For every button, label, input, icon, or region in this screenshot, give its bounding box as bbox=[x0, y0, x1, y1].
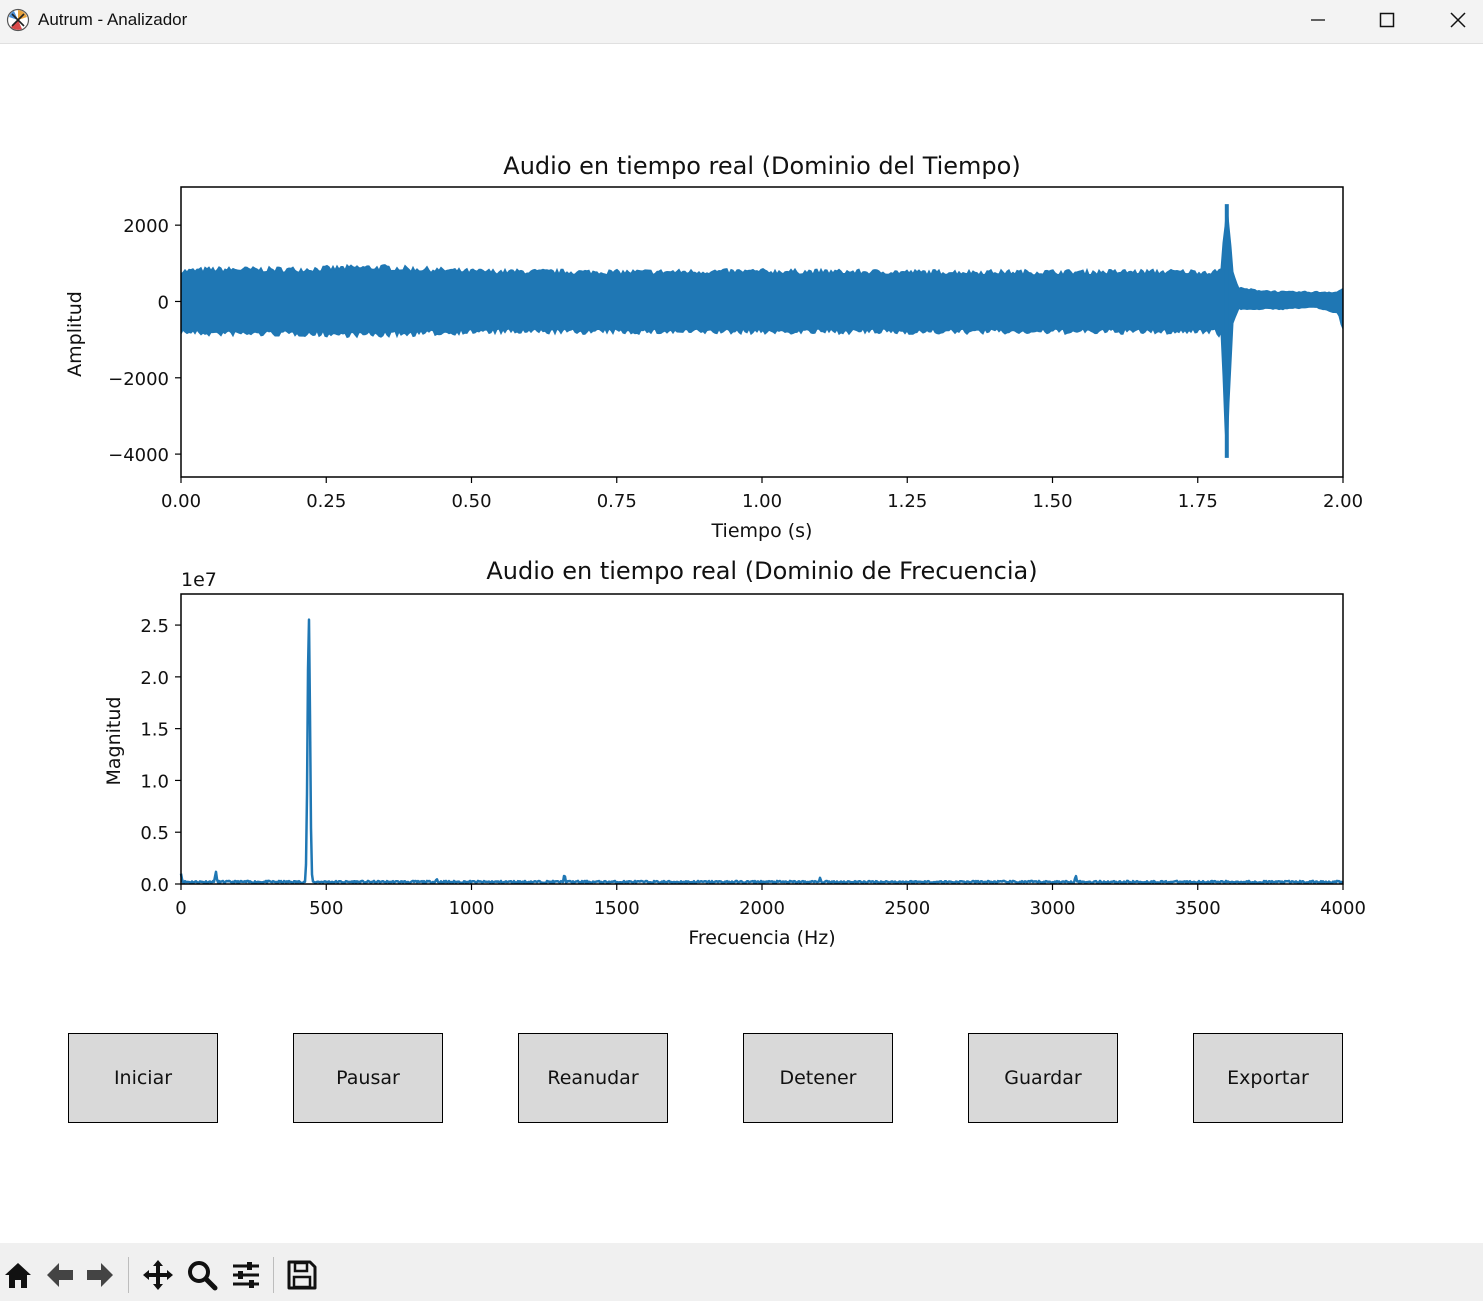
x-tick-label: 2000 bbox=[739, 898, 785, 919]
save-icon bbox=[287, 1260, 317, 1290]
forward-button[interactable] bbox=[82, 1257, 118, 1293]
app-icon bbox=[6, 8, 30, 32]
x-axis-label: Frecuencia (Hz) bbox=[688, 927, 835, 949]
matplotlib-figure: Audio en tiempo real (Dominio del Tiempo… bbox=[64, 152, 1366, 949]
x-axis-ticks: 0 500 1000 1500 2000 2500 3000 3500 4000 bbox=[175, 884, 1366, 919]
minimize-icon bbox=[1311, 19, 1325, 21]
x-tick-label: 0.25 bbox=[306, 491, 346, 512]
minimize-button[interactable] bbox=[1283, 0, 1353, 40]
y-axis-ticks: 2000 0 −2000 −4000 bbox=[108, 216, 181, 466]
zoom-button[interactable] bbox=[184, 1257, 220, 1293]
x-tick-label: 2500 bbox=[884, 898, 930, 919]
x-tick-label: 3500 bbox=[1175, 898, 1221, 919]
detener-button[interactable]: Detener bbox=[743, 1033, 893, 1123]
x-tick-label: 500 bbox=[309, 898, 343, 919]
x-tick-label: 0.50 bbox=[451, 491, 491, 512]
x-tick-label: 0 bbox=[175, 898, 186, 919]
maximize-icon bbox=[1379, 12, 1395, 28]
y-tick-label: 0.5 bbox=[140, 823, 169, 844]
close-icon bbox=[1450, 12, 1466, 28]
pan-button[interactable] bbox=[140, 1257, 176, 1293]
window-title: Autrum - Analizador bbox=[38, 10, 188, 29]
y-axis-label: Amplitud bbox=[64, 291, 86, 377]
x-axis-ticks: 0.00 0.25 0.50 0.75 1.00 1.25 1.50 1.75 2.00 bbox=[161, 477, 1363, 512]
back-icon bbox=[47, 1263, 73, 1287]
plot-frame bbox=[180, 593, 1344, 885]
y-tick-label: −2000 bbox=[108, 369, 169, 390]
spectrum-series bbox=[179, 618, 1344, 885]
x-tick-label: 1000 bbox=[449, 898, 495, 919]
y-axis-label: Magnitud bbox=[103, 697, 125, 786]
x-tick-label: 0.00 bbox=[161, 491, 201, 512]
y-tick-label: 1.5 bbox=[140, 720, 169, 741]
waveform-series bbox=[180, 205, 1344, 458]
y-tick-label: 2000 bbox=[123, 216, 169, 237]
chart-title: Audio en tiempo real (Dominio de Frecuen… bbox=[486, 557, 1037, 585]
y-axis-ticks: 0.0 0.5 1.0 1.5 2.0 2.5 bbox=[140, 616, 181, 896]
reanudar-button[interactable]: Reanudar bbox=[518, 1033, 668, 1123]
pausar-button[interactable]: Pausar bbox=[293, 1033, 443, 1123]
forward-icon bbox=[87, 1263, 113, 1287]
y-tick-label: −4000 bbox=[108, 445, 169, 466]
x-tick-label: 2.00 bbox=[1323, 491, 1363, 512]
x-tick-label: 1500 bbox=[594, 898, 640, 919]
pan-icon bbox=[143, 1260, 173, 1290]
x-tick-label: 1.50 bbox=[1032, 491, 1072, 512]
x-axis-label: Tiempo (s) bbox=[711, 520, 813, 542]
frequency-domain-chart: Audio en tiempo real (Dominio de Frecuen… bbox=[103, 557, 1366, 949]
maximize-button[interactable] bbox=[1352, 0, 1422, 40]
chart-title: Audio en tiempo real (Dominio del Tiempo… bbox=[503, 152, 1020, 180]
y-tick-label: 0 bbox=[158, 292, 169, 313]
x-tick-label: 1.00 bbox=[742, 491, 782, 512]
y-tick-label: 1.0 bbox=[140, 771, 169, 792]
close-button[interactable] bbox=[1423, 0, 1483, 40]
x-tick-label: 4000 bbox=[1320, 898, 1366, 919]
configure-subplots-button[interactable] bbox=[228, 1257, 264, 1293]
toolbar-separator bbox=[128, 1257, 129, 1293]
y-tick-label: 2.5 bbox=[140, 616, 169, 637]
save-button[interactable] bbox=[284, 1257, 320, 1293]
iniciar-button[interactable]: Iniciar bbox=[68, 1033, 218, 1123]
back-button[interactable] bbox=[42, 1257, 78, 1293]
configure-subplots-icon bbox=[233, 1262, 259, 1288]
home-button[interactable] bbox=[0, 1257, 36, 1293]
navigation-toolbar bbox=[0, 1243, 1483, 1301]
y-tick-label: 0.0 bbox=[140, 875, 169, 896]
home-icon bbox=[5, 1263, 31, 1288]
x-tick-label: 1.75 bbox=[1178, 491, 1218, 512]
offset-text: 1e7 bbox=[181, 569, 217, 591]
guardar-button[interactable]: Guardar bbox=[968, 1033, 1118, 1123]
time-domain-chart: Audio en tiempo real (Dominio del Tiempo… bbox=[64, 152, 1363, 542]
y-tick-label: 2.0 bbox=[140, 668, 169, 689]
exportar-button[interactable]: Exportar bbox=[1193, 1033, 1343, 1123]
toolbar-separator bbox=[273, 1257, 274, 1293]
x-tick-label: 0.75 bbox=[597, 491, 637, 512]
zoom-icon bbox=[188, 1261, 218, 1291]
window-titlebar: Autrum - Analizador bbox=[0, 0, 1483, 44]
x-tick-label: 3000 bbox=[1030, 898, 1076, 919]
x-tick-label: 1.25 bbox=[887, 491, 927, 512]
